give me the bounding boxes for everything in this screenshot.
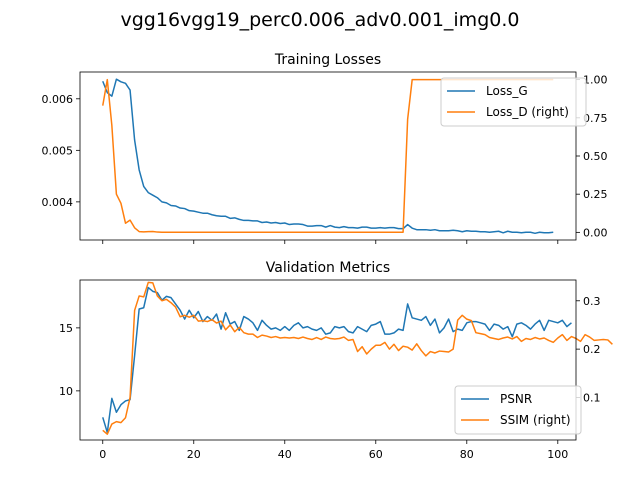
legend-label: Loss_G [486, 84, 528, 98]
legend-box [454, 385, 582, 435]
training-losses-panel: Training Losses 0.004 0.005 0.006 0.00 0.25 0.… [42, 52, 608, 244]
y-left-tick-label: 0.004 [42, 196, 74, 209]
x-tick-label: 60 [369, 448, 383, 461]
y-right-tick-label: 0.50 [583, 150, 608, 163]
legend-label: Loss_D (right) [486, 105, 569, 119]
y-right-tick-label: 0.2 [583, 343, 601, 356]
figure-title: vgg16vgg19_perc0.006_adv0.001_img0.0 [121, 9, 520, 31]
y-left-tick-label: 10 [59, 385, 73, 398]
legend: PSNR SSIM (right) [454, 385, 582, 435]
y-right-tick-label: 0.00 [583, 226, 608, 239]
legend-box [440, 77, 587, 127]
validation-metrics-panel: Validation Metrics 0 20 40 60 80 100 10 15 0.1 0.2… [59, 260, 613, 461]
y-left-tick-label: 15 [59, 322, 73, 335]
x-tick-label: 20 [187, 448, 201, 461]
x-tick-label: 0 [99, 448, 106, 461]
series-line-primary [102, 286, 572, 434]
legend-label: PSNR [500, 392, 532, 406]
panel-title: Validation Metrics [266, 260, 390, 276]
x-tick-label: 40 [278, 448, 292, 461]
legend-label: SSIM (right) [500, 413, 571, 427]
series-line-primary [102, 78, 554, 235]
series-line-secondary [102, 281, 613, 435]
plot-frame [79, 71, 577, 241]
y-left-tick-label: 0.005 [42, 144, 74, 157]
y-right-tick-label: 0.25 [583, 188, 608, 201]
y-left-tick-label: 0.006 [42, 93, 74, 106]
legend: Loss_G Loss_D (right) [440, 77, 587, 127]
y-right-tick-label: 0.75 [583, 112, 608, 125]
x-tick-label: 80 [460, 448, 474, 461]
y-right-tick-label: 1.00 [583, 74, 608, 87]
y-right-tick-label: 0.3 [583, 295, 601, 308]
x-tick-label: 100 [547, 448, 568, 461]
plot-frame [79, 279, 577, 441]
y-right-tick-label: 0.1 [583, 391, 601, 404]
panel-title: Training Losses [274, 52, 381, 68]
